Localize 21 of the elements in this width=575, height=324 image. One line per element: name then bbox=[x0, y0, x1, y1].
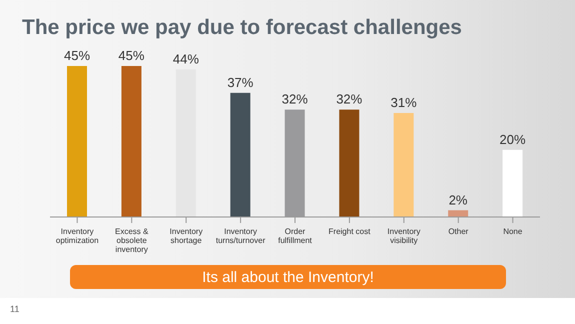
text: Its all about the Inventory! bbox=[70, 265, 506, 289]
x-tick-label: None bbox=[503, 227, 523, 236]
data-label: 20% bbox=[500, 132, 526, 147]
data-label: 45% bbox=[64, 48, 90, 63]
chart-title: The price we pay due to forecast challenges bbox=[22, 16, 462, 40]
data-label: 45% bbox=[118, 48, 145, 63]
x-tick-label: Inventory turns/turnover bbox=[216, 227, 266, 245]
x-tick-label: Other bbox=[448, 227, 469, 236]
x-tick-label: Freight cost bbox=[328, 227, 372, 236]
x-tick-label: Order fulfillment bbox=[278, 227, 313, 245]
data-label: 2% bbox=[448, 192, 468, 208]
data-label: 32% bbox=[282, 92, 308, 107]
data-label: 37% bbox=[227, 74, 254, 90]
x-tick-label: Inventory visibility bbox=[387, 227, 420, 245]
text: 11 bbox=[10, 304, 20, 314]
data-label: 31% bbox=[390, 94, 418, 110]
x-tick-label: Inventory shortage bbox=[170, 227, 203, 245]
data-label: 32% bbox=[336, 92, 363, 107]
x-tick-label: Excess & obsolete inventory bbox=[114, 227, 150, 254]
data-label: 44% bbox=[172, 51, 200, 66]
x-tick-label: Inventory optimization bbox=[56, 227, 99, 245]
